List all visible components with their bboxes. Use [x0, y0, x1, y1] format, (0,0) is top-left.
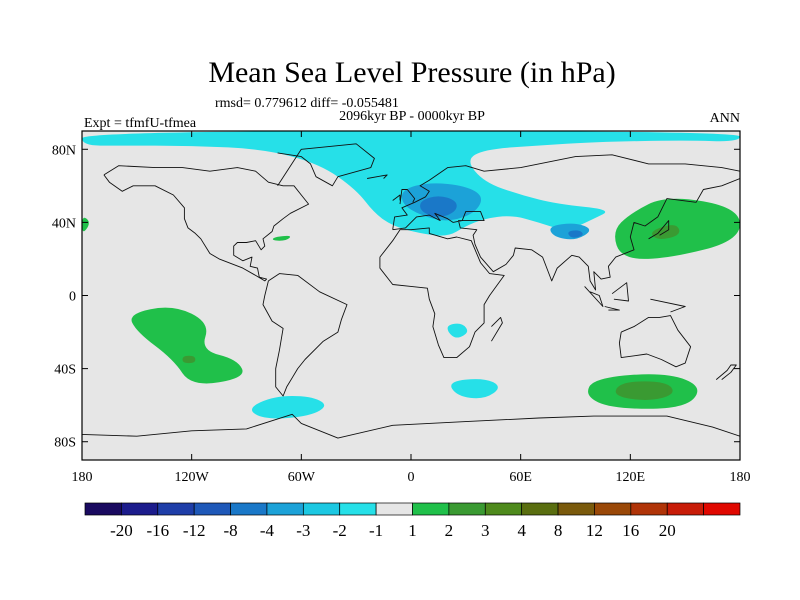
y-tick-label: 40S — [54, 363, 76, 378]
x-tick-label: 180 — [730, 470, 751, 485]
coastline — [650, 298, 686, 313]
colorbar-label: 1 — [408, 521, 417, 540]
period-label: 2096kyr BP - 0000kyr BP — [339, 109, 485, 124]
axis-ticks: 180 120W 60W 0 60E 120E 180 80N 40N 0 40S 80S — [52, 131, 751, 485]
colorbar-swatch — [375, 502, 413, 516]
colorbar-label: 12 — [586, 521, 603, 540]
colorbar-swatch — [484, 502, 523, 516]
coastline — [379, 227, 505, 359]
coastline — [392, 154, 740, 291]
chart-title: Mean Sea Level Pressure (in hPa) — [208, 56, 615, 89]
colorbar-label: 3 — [481, 521, 490, 540]
colorbar-swatch — [448, 502, 486, 516]
anomaly-west-edge — [82, 217, 89, 232]
coastline — [82, 413, 740, 439]
anomaly-tibet-core — [568, 230, 583, 238]
y-tick-label: 80S — [54, 436, 76, 451]
anomaly-arctic-north-atlantic — [82, 131, 740, 236]
colorbar-label: 16 — [622, 521, 639, 540]
colorbar-label: 4 — [517, 521, 526, 540]
anomaly-south-atlantic — [251, 396, 325, 419]
x-tick-label: 0 — [408, 470, 415, 485]
experiment-label: Expt = tfmfU-tfmea — [84, 116, 197, 131]
x-tick-label: 60E — [509, 470, 532, 485]
coastline — [399, 189, 416, 205]
coastline — [618, 315, 692, 368]
coastline — [103, 165, 310, 282]
colorbar-swatch — [666, 502, 704, 516]
colorbar-label: 20 — [659, 521, 676, 540]
anomaly-southern-indian-west — [451, 379, 498, 399]
anomaly-south-pacific-core — [182, 355, 196, 364]
coastline — [648, 220, 670, 240]
colorbar-swatch — [266, 502, 304, 516]
y-tick-label: 0 — [69, 290, 76, 305]
y-tick-label: 40N — [52, 216, 76, 231]
x-tick-label: 180 — [72, 470, 93, 485]
anomaly-layer — [82, 131, 740, 419]
colorbar-swatch — [230, 502, 268, 516]
colorbar-label: 8 — [554, 521, 563, 540]
colorbar-label: -3 — [296, 521, 310, 540]
x-tick-label: 120W — [175, 470, 210, 485]
colorbar: -20 -16 -12 -8 -4 -3 -2 -1 1 2 3 4 8 12 16 20 — [84, 502, 741, 540]
anomaly-south-indian-core — [615, 381, 673, 400]
colorbar-swatch — [121, 502, 159, 516]
colorbar-swatch — [521, 502, 559, 516]
coastline — [367, 174, 388, 179]
coastline — [584, 286, 604, 307]
coastline — [491, 316, 503, 342]
colorbar-swatch — [594, 502, 632, 516]
y-tick-label: 80N — [52, 143, 76, 158]
colorbar-swatch — [157, 502, 195, 516]
colorbar-swatch — [339, 502, 377, 516]
season-label: ANN — [710, 111, 740, 126]
x-tick-label: 60W — [288, 470, 316, 485]
coastline — [611, 282, 629, 302]
coastline — [392, 194, 401, 201]
colorbar-swatch — [412, 502, 450, 516]
colorbar-label: -16 — [146, 521, 169, 540]
coastline — [277, 143, 375, 187]
colorbar-label: -4 — [260, 521, 275, 540]
coastline-layer — [82, 143, 740, 439]
anomaly-europe-core — [420, 196, 457, 217]
colorbar-swatch — [630, 502, 668, 516]
colorbar-label: -20 — [110, 521, 133, 540]
anomaly-atlantic-small — [272, 235, 291, 241]
colorbar-label: -1 — [369, 521, 383, 540]
colorbar-swatch — [557, 502, 595, 516]
anomaly-south-pacific-high — [131, 307, 243, 384]
colorbar-swatch — [84, 502, 122, 516]
colorbar-swatch — [193, 502, 231, 516]
coastline — [604, 306, 620, 311]
coastline — [262, 273, 348, 397]
anomaly-southern-africa — [447, 323, 468, 338]
colorbar-label: -12 — [183, 521, 206, 540]
coastline — [715, 364, 737, 380]
colorbar-label: -8 — [224, 521, 238, 540]
colorbar-swatch — [302, 502, 341, 516]
x-tick-label: 120E — [616, 470, 646, 485]
colorbar-label: 2 — [445, 521, 454, 540]
colorbar-label: -2 — [333, 521, 347, 540]
stats-label: rmsd= 0.779612 diff= -0.055481 — [215, 96, 399, 111]
colorbar-swatch — [703, 502, 741, 516]
